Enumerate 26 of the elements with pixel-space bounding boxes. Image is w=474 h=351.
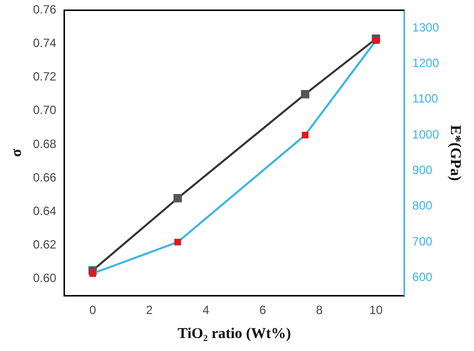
y-tick-label: 0.60 <box>32 271 57 286</box>
y2-tick-label: 1000 <box>412 127 440 142</box>
x-axis-title: TiO₂ ratio (Wt%) <box>178 326 292 342</box>
y-tick-label: 0.62 <box>32 238 57 252</box>
y-tick-label: 0.70 <box>32 103 57 118</box>
x-tick-label: 8 <box>316 303 323 318</box>
y2-tick-label: 700 <box>412 234 433 248</box>
y2-tick-label: 600 <box>412 270 433 284</box>
x-tick-label: 2 <box>146 303 153 318</box>
y2-tick-label: 1100 <box>412 92 438 106</box>
x-tick-label: 4 <box>202 303 210 318</box>
x-tick-label: 0 <box>89 303 96 318</box>
y-tick-label: 0.64 <box>32 204 57 218</box>
y-tick-label: 0.76 <box>32 2 57 17</box>
y-tick-label: 0.74 <box>32 36 57 50</box>
y-tick-label: 0.68 <box>32 136 57 151</box>
y-tick-label: 0.72 <box>32 70 57 84</box>
y2-tick-label: 800 <box>412 198 433 213</box>
x-tick-label: 10 <box>369 303 383 318</box>
y2-tick-label: 1300 <box>412 20 440 34</box>
y2-axis-title: E*(GPa) <box>447 124 464 181</box>
y2-tick-label: 1200 <box>412 56 440 70</box>
y2-tick-label: 900 <box>412 163 433 178</box>
y-axis-title: σ <box>8 148 25 157</box>
y-tick-label: 0.66 <box>32 170 57 184</box>
x-tick-label: 6 <box>259 303 266 318</box>
